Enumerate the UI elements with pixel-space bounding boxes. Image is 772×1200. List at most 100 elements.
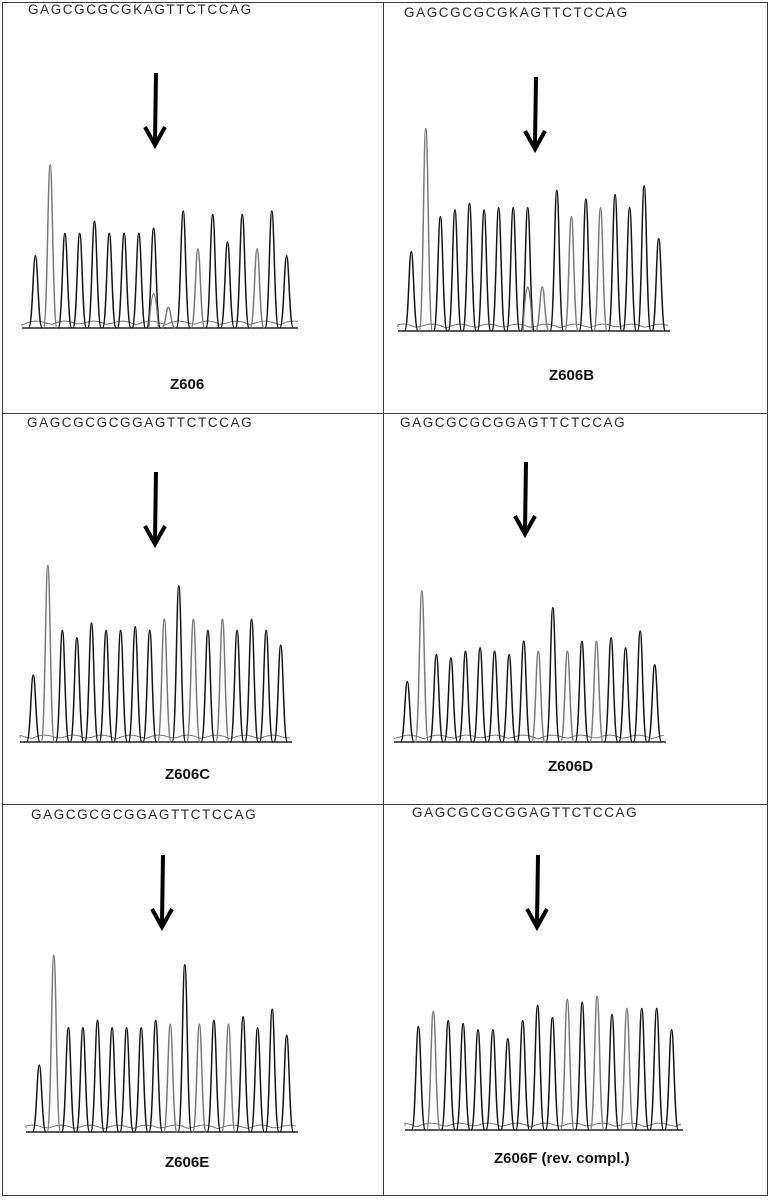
chromatogram-peak <box>500 1038 516 1131</box>
chromatogram-peak <box>200 629 216 743</box>
chromatogram-peak <box>520 207 536 332</box>
chromatogram-peak <box>636 185 652 332</box>
chromatogram-peak <box>515 1019 531 1131</box>
chromatogram-peak <box>578 198 594 332</box>
chromatogram-peak <box>574 1001 590 1131</box>
chromatogram-trace <box>397 127 670 332</box>
chromatogram-peak <box>113 629 129 743</box>
chromatogram-peak <box>649 1007 665 1131</box>
sample-label: Z606B <box>549 367 595 384</box>
chromatogram-peak <box>244 618 260 743</box>
arrow-icon <box>150 854 174 932</box>
chromatogram-peak <box>142 629 158 743</box>
chromatogram-peak <box>516 640 532 743</box>
background-noise <box>21 320 299 326</box>
chromatogram-peak <box>418 127 434 332</box>
chromatogram-peak <box>455 1022 471 1131</box>
chromatogram-peak <box>86 220 103 329</box>
chromatogram-peak <box>603 637 619 743</box>
chromatogram-peak <box>90 1019 105 1133</box>
chromatogram-peak <box>264 210 280 329</box>
heterozygous-secondary-peak <box>148 292 160 329</box>
sequence-read: GAGCGCGCGGAGTTCTCCAG <box>31 807 258 822</box>
chromatogram-peak <box>651 237 667 332</box>
chromatogram-peak <box>589 640 604 743</box>
chromatogram-peak <box>470 1028 486 1131</box>
chromatogram-peak <box>487 650 503 743</box>
chromatogram-peak <box>133 1027 149 1133</box>
chromatogram-peak <box>127 625 143 743</box>
chromatogram-peak <box>205 213 221 329</box>
chromatogram-peak <box>119 1027 135 1133</box>
chromatogram-peak <box>634 1007 650 1131</box>
chromatogram-trace <box>19 564 292 743</box>
chromatogram-peak <box>589 995 605 1131</box>
background-noise <box>393 734 665 740</box>
chromatogram-peak <box>414 590 430 743</box>
chromatogram-peak <box>574 640 590 743</box>
sample-label: Z606D <box>548 758 594 775</box>
sequence-read: GAGCGCGCGGAGTTCTCCAG <box>400 415 627 430</box>
chromatogram-peak <box>57 232 73 329</box>
chromatogram-peak <box>476 209 492 332</box>
chromatogram-peak <box>177 963 193 1133</box>
chromatogram-peak <box>60 1027 76 1133</box>
chromatogram-trace <box>21 163 299 329</box>
chromatogram-peak <box>148 1019 164 1133</box>
chromatogram-peak <box>425 1010 441 1131</box>
chromatogram-peak <box>545 606 561 743</box>
chromatogram-peak <box>501 653 517 743</box>
chromatogram-peak <box>75 1027 91 1133</box>
chromatogram-peak <box>440 1019 456 1131</box>
chromatogram-peak <box>258 629 274 743</box>
chromatogram-peak <box>458 650 473 743</box>
arrow-icon <box>525 854 549 932</box>
chromatogram-peak <box>98 629 114 743</box>
chromatogram-trace <box>393 590 666 743</box>
chromatogram-peak <box>27 255 43 329</box>
chromatogram-peak <box>529 1004 546 1131</box>
chromatogram-peak <box>42 163 58 329</box>
sample-label: Z606C <box>165 766 211 783</box>
chromatogram-peak <box>472 647 488 743</box>
chromatogram-peak <box>31 1064 47 1133</box>
column-divider <box>383 3 384 1195</box>
chromatogram-peak <box>619 1007 635 1131</box>
chromatogram-peak <box>485 1028 501 1131</box>
chromatogram-peak <box>491 207 507 332</box>
chromatogram-peak <box>250 1027 266 1133</box>
chromatogram-peak <box>273 644 289 743</box>
chromatogram-peak <box>191 1023 207 1133</box>
chromatogram-peak <box>156 618 172 743</box>
arrow-icon <box>143 72 167 150</box>
chromatogram-peak <box>116 232 132 329</box>
chromatogram-peak <box>593 207 608 332</box>
chromatogram-peak <box>530 650 546 743</box>
sequence-read: GAGCGCGCGGAGTTCTCCAG <box>27 415 254 430</box>
chromatogram-peak <box>647 663 663 743</box>
chromatogram-peak <box>279 1034 295 1133</box>
chromatogram-peak <box>40 564 56 743</box>
chromatogram-peak <box>279 255 295 329</box>
chromatogram-peak <box>622 207 638 332</box>
background-noise <box>404 1122 682 1128</box>
chromatogram-peak <box>104 1027 120 1133</box>
sample-label: Z606 <box>170 376 205 393</box>
chromatogram-peak <box>175 210 191 329</box>
chromatogram-trace <box>404 995 683 1131</box>
sample-label: Z606F (rev. compl.) <box>494 1150 630 1167</box>
chromatogram-peak <box>84 622 99 743</box>
chromatogram-peak <box>162 1023 178 1133</box>
arrow-icon <box>523 76 547 154</box>
chromatogram-peak <box>190 248 206 329</box>
arrow-icon <box>143 471 167 549</box>
chromatogram-peak <box>185 618 201 743</box>
chromatogram-peak <box>604 1013 620 1131</box>
arrow-icon <box>513 461 537 539</box>
chromatogram-peak <box>563 215 579 332</box>
chromatogram-peak <box>249 248 265 329</box>
chromatogram-peak <box>264 1008 280 1133</box>
chromatogram-peak <box>607 193 623 332</box>
background-noise <box>25 1124 297 1130</box>
